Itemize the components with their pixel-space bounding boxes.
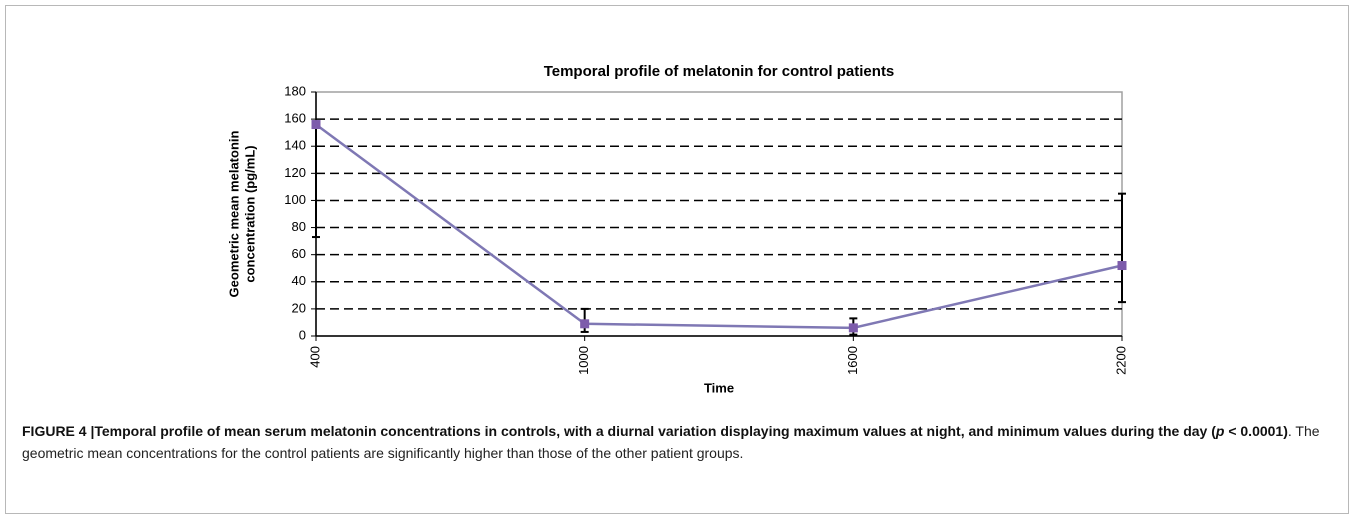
y-tick-label: 20 [292,300,306,315]
y-tick-label: 140 [284,138,306,153]
y-tick-label: 40 [292,273,306,288]
marker [848,323,858,333]
caption-text: . The geometric mean concentrations for … [22,423,1320,461]
y-tick-label: 180 [284,83,306,98]
x-tick-label: 1000 [576,346,591,375]
chart: Temporal profile of melatonin for contro… [226,63,1128,395]
y-tick-label: 160 [284,111,306,126]
x-tick-label: 400 [307,346,322,368]
marker [580,319,590,329]
caption-label: FIGURE 4 | [22,423,95,439]
error-bar [312,124,320,239]
error-bar [1118,192,1126,304]
series-line [315,123,1123,330]
y-tick-label: 80 [292,219,306,234]
caption: FIGURE 4 |Temporal profile of mean serum… [22,420,1322,464]
marker [311,120,321,130]
caption-bold: Temporal profile of mean serum melatonin… [94,423,1216,439]
caption-bold: < 0.0001) [1224,423,1288,439]
y-tick-label: 120 [284,165,306,180]
x-tick-label: 1600 [845,346,860,375]
y-tick-label: 100 [284,192,306,207]
figure-frame [5,5,1349,514]
x-axis-label: Time [704,380,734,395]
y-tick-label: 60 [292,246,306,261]
y-axis-label: Geometric mean melatonin [226,131,241,298]
chart-title: Temporal profile of melatonin for contro… [544,63,895,80]
y-tick-label: 0 [299,327,306,342]
caption-italic: p [1215,423,1225,439]
marker [1117,261,1127,271]
y-axis-label: concentration (pg/mL) [242,145,257,282]
x-tick-label: 2200 [1113,346,1128,375]
